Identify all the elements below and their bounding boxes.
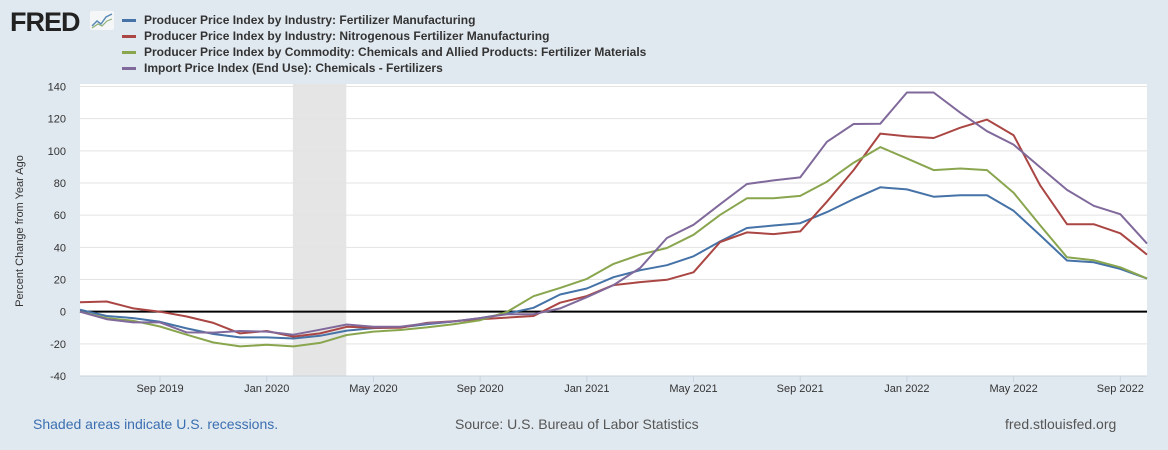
legend-item[interactable]: Producer Price Index by Industry: Nitrog… bbox=[122, 28, 646, 44]
y-tick-label: 0 bbox=[60, 307, 66, 319]
source-text: Source: U.S. Bureau of Labor Statistics bbox=[455, 416, 699, 432]
legend-swatch bbox=[122, 50, 136, 54]
x-tick-label: Sep 2022 bbox=[1097, 383, 1144, 395]
y-axis-title: Percent Change from Year Ago bbox=[14, 155, 26, 307]
x-tick-label: May 2020 bbox=[349, 383, 397, 395]
logo-text: FRED bbox=[10, 7, 80, 37]
legend-label: Producer Price Index by Industry: Nitrog… bbox=[144, 29, 550, 43]
legend-item[interactable]: Producer Price Index by Commodity: Chemi… bbox=[122, 44, 646, 60]
x-tick-label: Jan 2020 bbox=[244, 383, 289, 395]
legend-label: Producer Price Index by Industry: Fertil… bbox=[144, 13, 476, 27]
legend-swatch bbox=[122, 18, 136, 22]
legend-item[interactable]: Producer Price Index by Industry: Fertil… bbox=[122, 12, 646, 28]
legend-item[interactable]: Import Price Index (End Use): Chemicals … bbox=[122, 60, 646, 76]
legend-label: Import Price Index (End Use): Chemicals … bbox=[144, 61, 443, 75]
legend-label: Producer Price Index by Commodity: Chemi… bbox=[144, 45, 647, 59]
legend-swatch bbox=[122, 66, 136, 70]
legend-swatch bbox=[122, 34, 136, 38]
x-tick-label: Sep 2019 bbox=[136, 383, 183, 395]
y-tick-label: 20 bbox=[54, 275, 66, 287]
y-tick-label: 80 bbox=[54, 178, 66, 190]
y-tick-label: -40 bbox=[50, 371, 66, 383]
chart-legend: Producer Price Index by Industry: Fertil… bbox=[122, 12, 646, 76]
x-tick-label: Jan 2022 bbox=[884, 383, 929, 395]
y-tick-label: 140 bbox=[48, 82, 66, 94]
x-tick-label: May 2021 bbox=[669, 383, 717, 395]
logo-graph-icon bbox=[90, 11, 114, 30]
y-tick-label: 100 bbox=[48, 146, 66, 158]
series-4 bbox=[79, 91, 1148, 336]
x-tick-label: Sep 2020 bbox=[457, 383, 504, 395]
y-tick-label: 40 bbox=[54, 242, 66, 254]
recession-note: Shaded areas indicate U.S. recessions. bbox=[33, 416, 279, 432]
y-tick-label: -20 bbox=[50, 339, 66, 351]
fred-logo[interactable]: FRED bbox=[10, 8, 80, 36]
x-tick-label: Jan 2021 bbox=[564, 383, 609, 395]
series-3 bbox=[79, 146, 1148, 348]
x-tick-label: May 2022 bbox=[989, 383, 1037, 395]
y-tick-label: 60 bbox=[54, 210, 66, 222]
site-link[interactable]: fred.stlouisfed.org bbox=[1005, 416, 1117, 432]
y-tick-label: 120 bbox=[48, 114, 66, 126]
plot-area bbox=[80, 84, 1147, 376]
x-tick-label: Sep 2021 bbox=[777, 383, 824, 395]
